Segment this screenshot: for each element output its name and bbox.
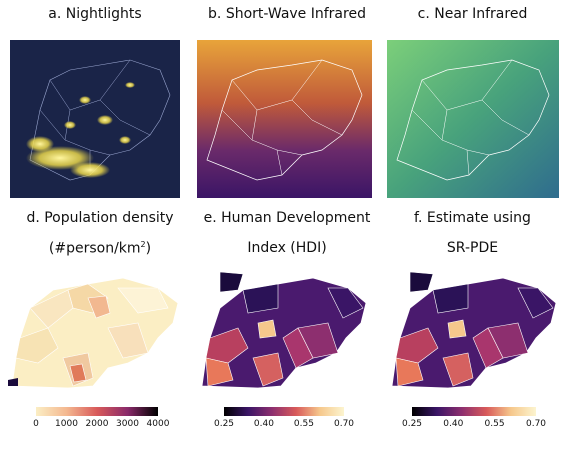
tick-label: 0.40 [253,419,274,429]
panel-d-title: d. Population density [26,210,174,226]
sr-pde-colorbar [412,407,536,416]
nightlights-map [10,40,180,198]
panel-f-subtitle: SR-PDE [446,240,499,256]
sr-pde-estimate-map [388,268,560,388]
panel-e-title: e. Human Development [203,210,371,226]
short-wave-infrared-map [197,40,372,198]
tick-label: 0.55 [484,419,505,429]
tick-label: 0.70 [333,419,355,429]
tick-label: 0 [33,419,39,429]
population-density-map [8,268,186,388]
panel-c-title: c. Near Infrared [417,6,528,22]
tick-label: 0.25 [401,419,423,429]
tick-label: 1000 [55,419,78,429]
panel-f-title: f. Estimate using [414,210,531,226]
tick-label: 0.25 [213,419,235,429]
tick-label: 0.40 [443,419,464,429]
panel-b-title: b. Short-Wave Infrared [208,6,366,22]
population-density-colorbar [36,407,158,416]
tick-label: 3000 [116,419,139,429]
tick-label: 0.55 [293,419,314,429]
tick-label: 4000 [146,419,170,429]
near-infrared-map [387,40,559,198]
tick-label: 0.70 [525,419,547,429]
tick-label: 2000 [85,419,109,429]
panel-d-subtitle: (#person/km2) [48,240,152,257]
panel-e-subtitle: Index (HDI) [247,240,327,256]
hdi-map [198,268,370,388]
hdi-colorbar [224,407,344,416]
panel-a-title: a. Nightlights [48,6,142,22]
